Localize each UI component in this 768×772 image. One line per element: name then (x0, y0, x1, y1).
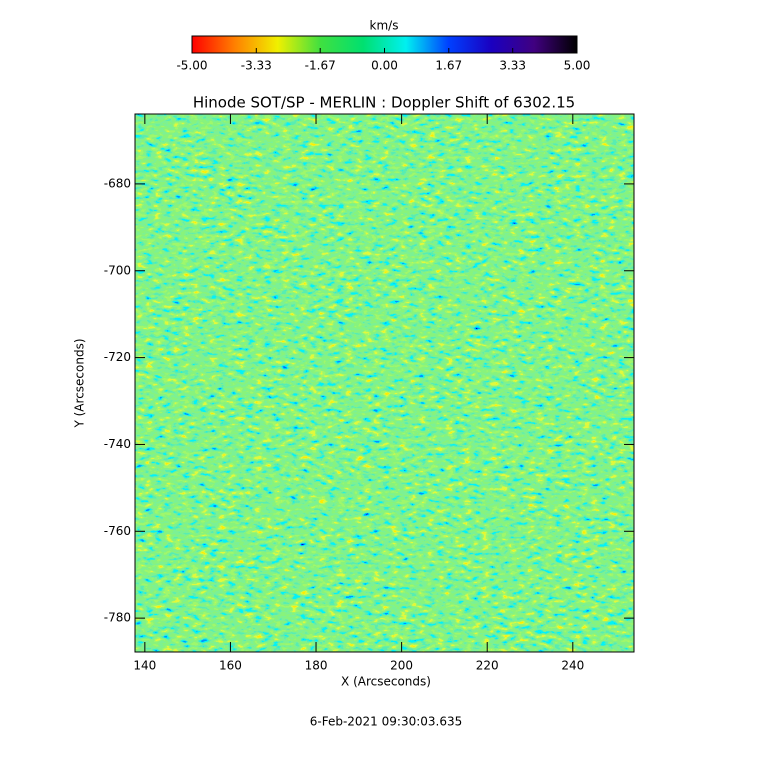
y-tick-label: -680 (104, 176, 131, 190)
y-axis-label: Y (Arcseconds) (73, 338, 87, 428)
colorbar-tick-label: 3.33 (499, 59, 526, 73)
x-tick-label: 200 (390, 659, 413, 673)
plot-frame (134, 113, 635, 653)
colorbar-tick-label: 0.00 (371, 59, 398, 73)
y-tick-label: -760 (104, 524, 131, 538)
colorbar-tick-label: -5.00 (176, 59, 207, 73)
chart-title: Hinode SOT/SP - MERLIN : Doppler Shift o… (193, 94, 575, 112)
colorbar-label: km/s (370, 19, 399, 33)
x-axis-label: X (Arcseconds) (341, 675, 431, 689)
colorbar-tick-label: 1.67 (435, 59, 462, 73)
colorbar-tick-label: -1.67 (305, 59, 336, 73)
colorbar-tick-label: 5.00 (564, 59, 591, 73)
x-tick-label: 140 (133, 659, 156, 673)
x-tick-label: 220 (476, 659, 499, 673)
y-tick-label: -780 (104, 611, 131, 625)
y-tick-label: -740 (104, 437, 131, 451)
y-tick-label: -720 (104, 350, 131, 364)
x-tick-label: 240 (561, 659, 584, 673)
y-tick-label: -700 (104, 263, 131, 277)
date-footer: 6-Feb-2021 09:30:03.635 (310, 715, 463, 729)
colorbar-tick-label: -3.33 (241, 59, 272, 73)
doppler-image (135, 114, 634, 652)
x-tick-label: 160 (219, 659, 242, 673)
x-tick-label: 180 (305, 659, 328, 673)
